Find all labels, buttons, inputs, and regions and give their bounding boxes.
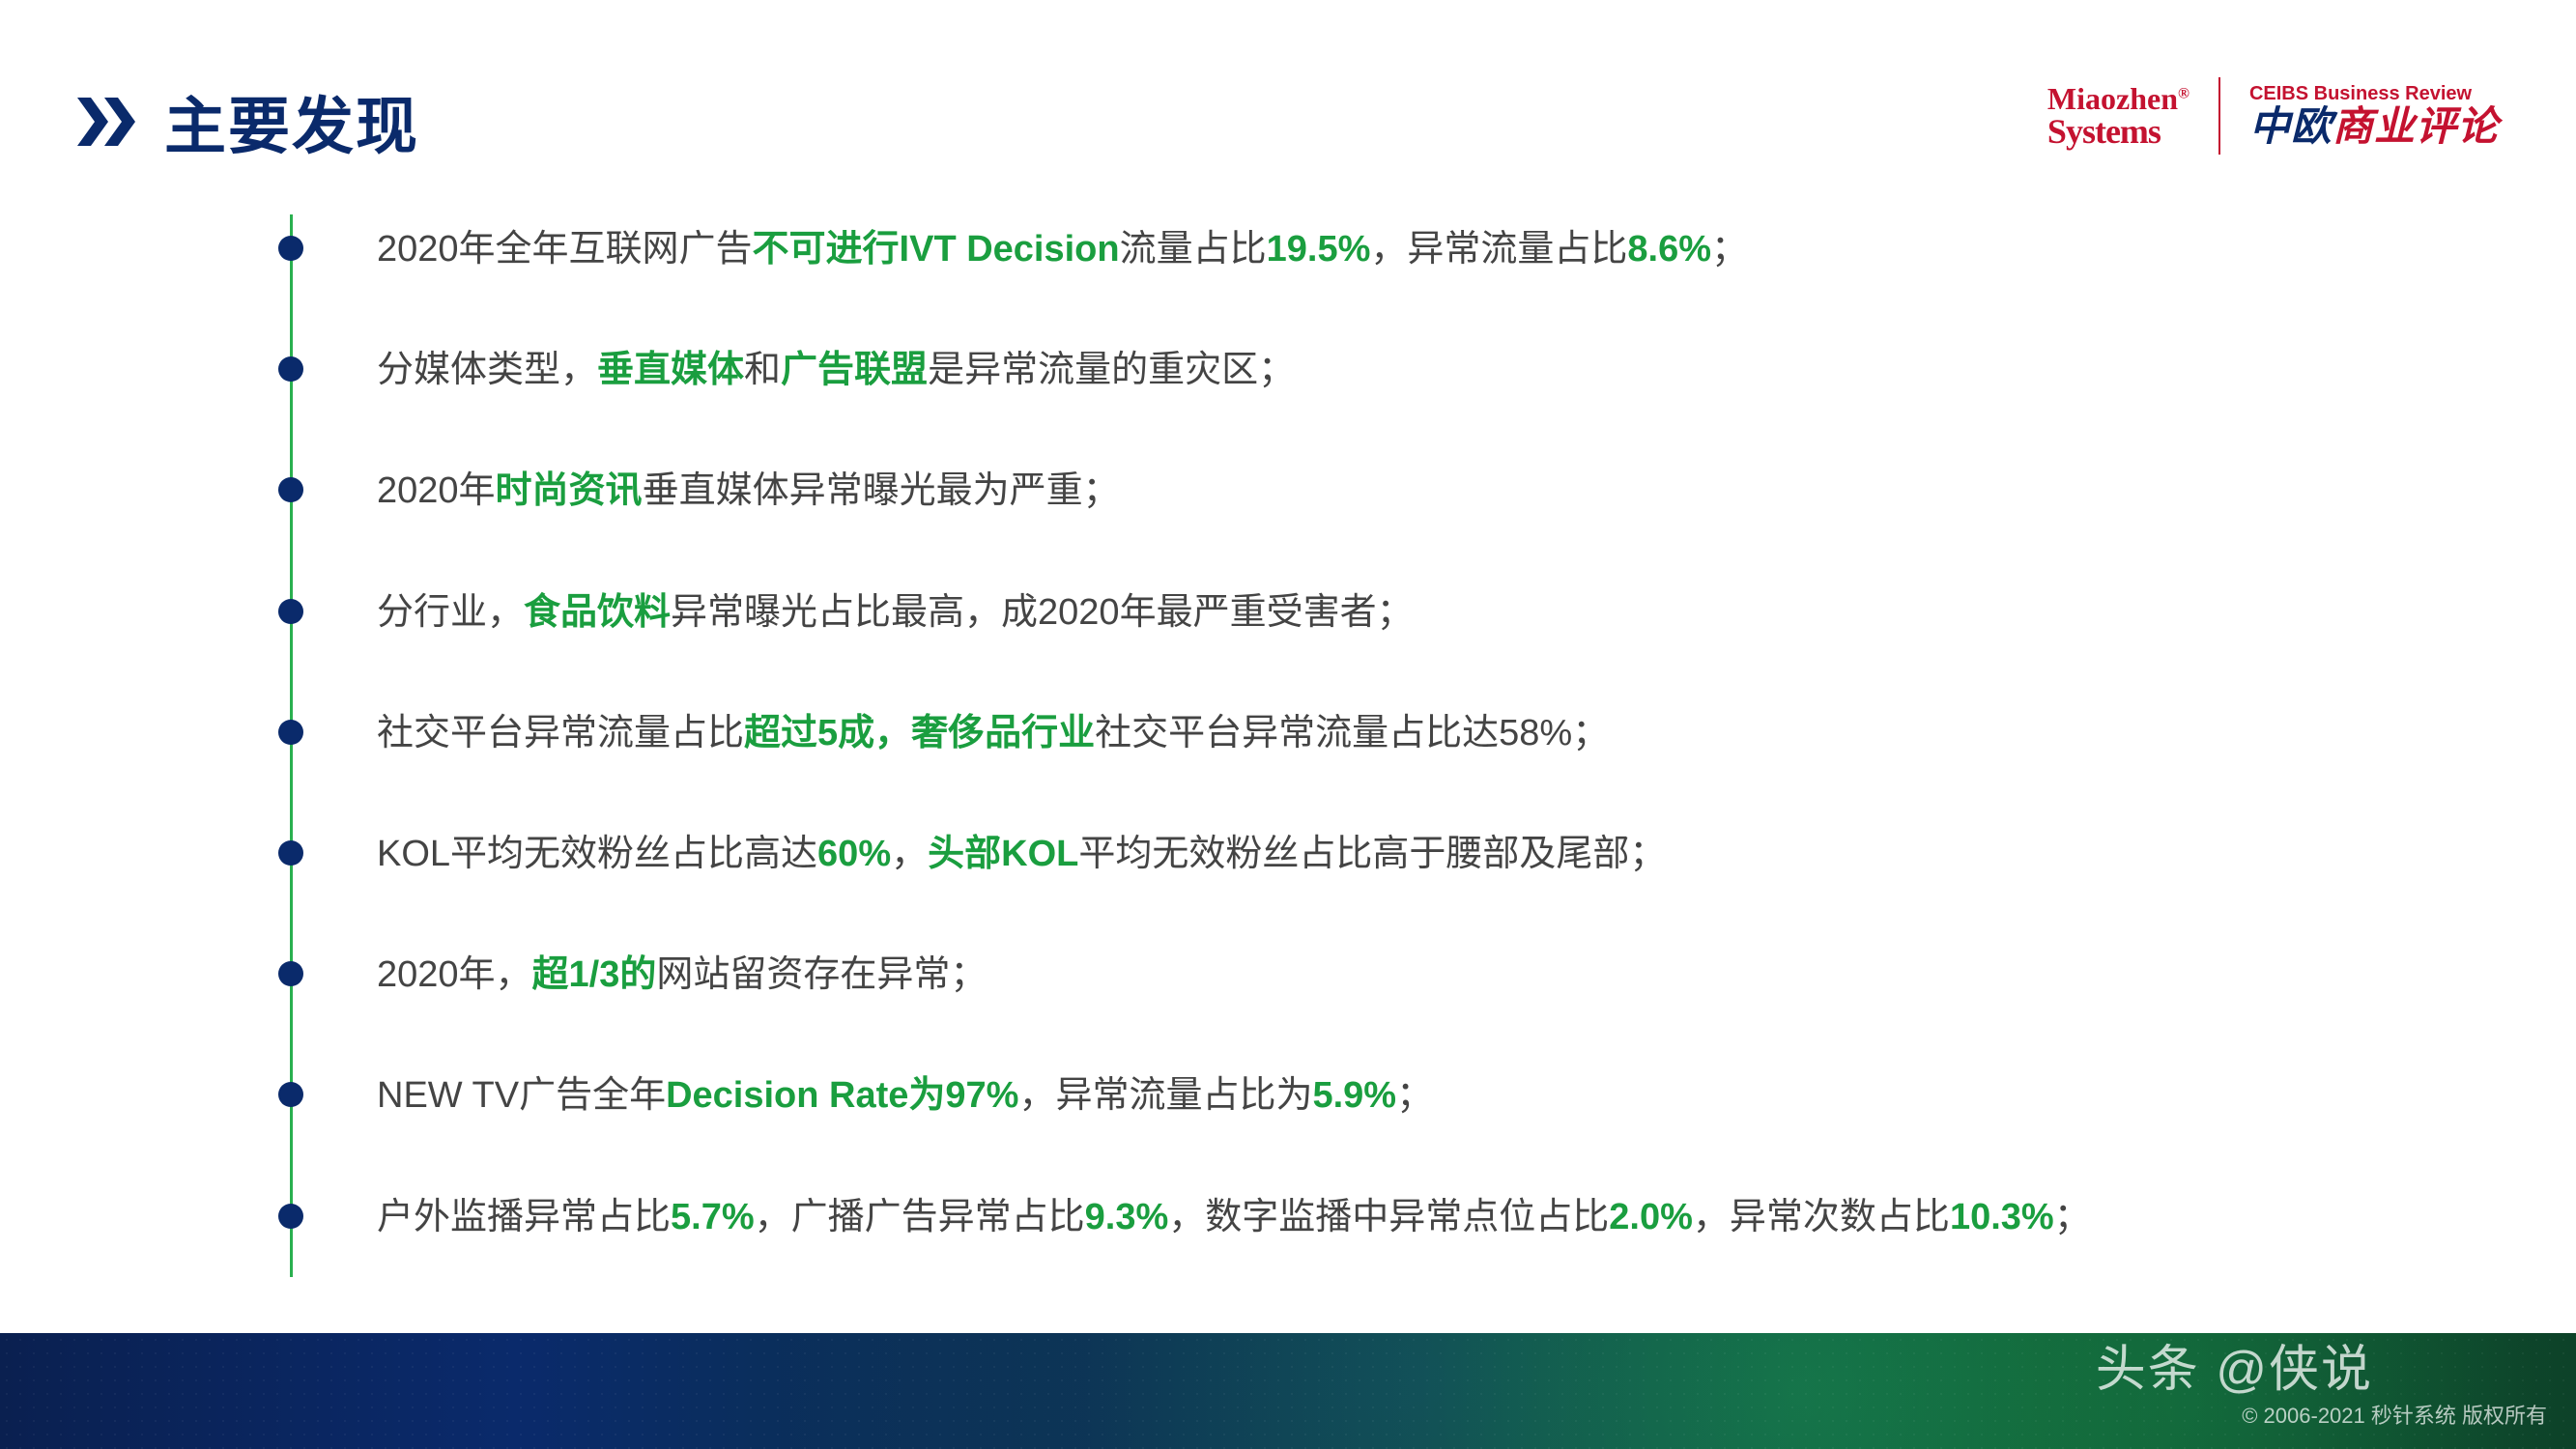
logo-ceibs-rest: 商业评论 bbox=[2333, 103, 2499, 149]
content: 2020年全年互联网广告不可进行IVT Decision流量占比19.5%，异常… bbox=[0, 166, 2576, 1243]
body-text: ； bbox=[1396, 1075, 1433, 1116]
body-text: ； bbox=[1711, 229, 1748, 270]
bullet-item: 户外监播异常占比5.7%，广播广告异常占比9.3%，数字监播中异常点位占比2.0… bbox=[309, 1192, 2479, 1243]
highlight-text: 不可进行IVT Decision bbox=[753, 229, 1120, 270]
bullet-dot-icon bbox=[278, 236, 303, 261]
highlight-text: 8.6% bbox=[1627, 229, 1711, 270]
highlight-text: 时尚资讯 bbox=[496, 470, 643, 511]
logo-reg-mark: ® bbox=[2178, 85, 2190, 101]
bullet-dot-icon bbox=[278, 477, 303, 502]
body-text: ； bbox=[2054, 1197, 2091, 1237]
bullet-dot-icon bbox=[278, 1204, 303, 1229]
highlight-text: 60% bbox=[817, 834, 891, 874]
logo-ceibs-top: CEIBS Business Review bbox=[2249, 83, 2499, 104]
highlight-text: 广告联盟 bbox=[781, 350, 928, 390]
body-text: 分行业， bbox=[377, 592, 524, 633]
body-text: NEW TV广告全年 bbox=[377, 1075, 666, 1116]
body-text: 和 bbox=[744, 350, 781, 390]
footer: 头条 @侠说 © 2006-2021 秒针系统 版权所有 bbox=[0, 1333, 2576, 1449]
body-text: 平均无效粉丝占比高于腰部及尾部； bbox=[1078, 834, 1666, 874]
header: 主要发现 Miaozhen® Systems CEIBS Business Re… bbox=[0, 0, 2576, 166]
bullet-dot-icon bbox=[278, 720, 303, 745]
bullet-item: NEW TV广告全年Decision Rate为97%，异常流量占比为5.9%； bbox=[309, 1070, 2479, 1122]
bullet-dot-icon bbox=[278, 961, 303, 986]
highlight-text: Decision Rate为97% bbox=[666, 1075, 1018, 1116]
body-text: ，广播广告异常占比 bbox=[755, 1197, 1085, 1237]
bullet-item: 2020年时尚资讯垂直媒体异常曝光最为严重； bbox=[309, 466, 2479, 517]
highlight-text: 垂直媒体 bbox=[597, 350, 744, 390]
logos: Miaozhen® Systems CEIBS Business Review … bbox=[2047, 77, 2499, 155]
body-text: 2020年， bbox=[377, 954, 532, 995]
body-text: ，异常流量占比 bbox=[1370, 229, 1627, 270]
bullet-dot-icon bbox=[278, 356, 303, 382]
highlight-text: 19.5% bbox=[1267, 229, 1371, 270]
highlight-text: 2.0% bbox=[1609, 1197, 1693, 1237]
body-text: 社交平台异常流量占比 bbox=[377, 713, 744, 753]
copyright: © 2006-2021 秒针系统 版权所有 bbox=[2242, 1399, 2547, 1430]
logo-miaozhen: Miaozhen® Systems bbox=[2047, 83, 2190, 149]
body-text: 是异常流量的重灾区； bbox=[928, 350, 1295, 390]
bullet-item: 2020年，超1/3的网站留资存在异常； bbox=[309, 950, 2479, 1001]
body-text: ，异常流量占比为 bbox=[1018, 1075, 1312, 1116]
body-text: KOL平均无效粉丝占比高达 bbox=[377, 834, 817, 874]
highlight-text: 超过5成，奢侈品行业 bbox=[744, 713, 1095, 753]
title-block: 主要发现 bbox=[77, 77, 419, 166]
chevron-icon bbox=[77, 98, 145, 146]
bullet-item: 2020年全年互联网广告不可进行IVT Decision流量占比19.5%，异常… bbox=[309, 224, 2479, 275]
bullet-dot-icon bbox=[278, 840, 303, 866]
logo-ceibs-zhong: 中欧 bbox=[2249, 103, 2333, 149]
bullet-list: 2020年全年互联网广告不可进行IVT Decision流量占比19.5%，异常… bbox=[309, 224, 2479, 1243]
body-text: 社交平台异常流量占比达58%； bbox=[1095, 713, 1609, 753]
logo-divider bbox=[2218, 77, 2220, 155]
highlight-text: 5.7% bbox=[671, 1197, 755, 1237]
bullet-item: 分媒体类型，垂直媒体和广告联盟是异常流量的重灾区； bbox=[309, 345, 2479, 396]
highlight-text: 头部KOL bbox=[928, 834, 1078, 874]
body-text: 垂直媒体异常曝光最为严重； bbox=[643, 470, 1120, 511]
body-text: 2020年 bbox=[377, 470, 496, 511]
body-text: 流量占比 bbox=[1120, 229, 1267, 270]
highlight-text: 5.9% bbox=[1312, 1075, 1396, 1116]
bullet-dot-icon bbox=[278, 1082, 303, 1107]
logo-miaozhen-line1: Miaozhen bbox=[2047, 81, 2178, 116]
highlight-text: 9.3% bbox=[1085, 1197, 1169, 1237]
bullet-item: 社交平台异常流量占比超过5成，奢侈品行业社交平台异常流量占比达58%； bbox=[309, 708, 2479, 759]
highlight-text: 10.3% bbox=[1950, 1197, 2054, 1237]
bullet-dot-icon bbox=[278, 599, 303, 624]
body-text: ， bbox=[891, 834, 928, 874]
body-text: ，数字监播中异常点位占比 bbox=[1168, 1197, 1609, 1237]
logo-miaozhen-line2: Systems bbox=[2047, 114, 2190, 149]
body-text: 分媒体类型， bbox=[377, 350, 597, 390]
watermark: 头条 @侠说 bbox=[2096, 1333, 2373, 1401]
highlight-text: 超1/3的 bbox=[532, 954, 657, 995]
body-text: 异常曝光占比最高，成2020年最严重受害者； bbox=[671, 592, 1414, 633]
bullet-item: KOL平均无效粉丝占比高达60%，头部KOL平均无效粉丝占比高于腰部及尾部； bbox=[309, 829, 2479, 880]
page-title: 主要发现 bbox=[164, 77, 419, 166]
bullet-item: 分行业，食品饮料异常曝光占比最高，成2020年最严重受害者； bbox=[309, 587, 2479, 639]
logo-ceibs: CEIBS Business Review 中欧商业评论 bbox=[2249, 83, 2499, 149]
body-text: 户外监播异常占比 bbox=[377, 1197, 671, 1237]
highlight-text: 食品饮料 bbox=[524, 592, 671, 633]
body-text: 网站留资存在异常； bbox=[656, 954, 987, 995]
body-text: 2020年全年互联网广告 bbox=[377, 229, 753, 270]
logo-ceibs-main: 中欧商业评论 bbox=[2249, 104, 2499, 149]
body-text: ，异常次数占比 bbox=[1693, 1197, 1950, 1237]
